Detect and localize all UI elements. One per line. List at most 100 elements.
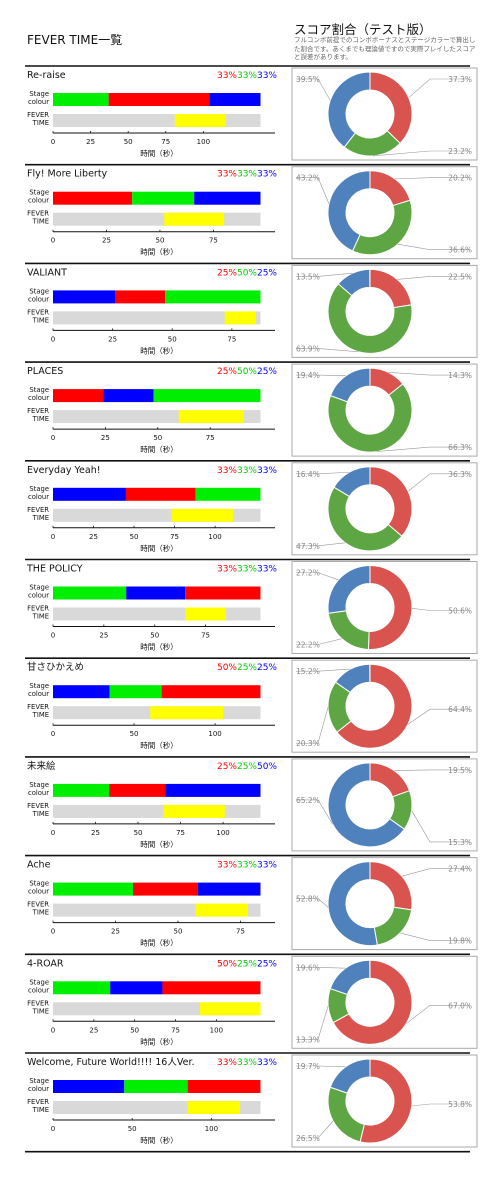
donut-label: 63.9% <box>296 344 320 353</box>
leader-line <box>407 473 470 492</box>
x-tick-label: 50 <box>130 1026 139 1034</box>
donut-label: 67.0% <box>448 1001 472 1010</box>
fever-label: FEVER <box>27 308 49 316</box>
percent-label: 25% <box>217 367 237 377</box>
fever-label: TIME <box>32 1106 49 1114</box>
x-tick-label: 75 <box>201 632 210 640</box>
fever-label: FEVER <box>27 111 49 119</box>
percent-label: 50% <box>217 959 237 969</box>
song-title: Welcome, Future World!!!! 16人Ver. <box>27 1057 195 1068</box>
fever-track <box>53 311 261 325</box>
percent-label: 33% <box>257 466 277 476</box>
fever-window <box>178 410 244 424</box>
x-tick-label: 0 <box>51 533 55 541</box>
stage-label: Stage <box>29 485 49 493</box>
x-tick-label: 0 <box>51 928 55 936</box>
stage-label: Stage <box>29 90 49 98</box>
x-tick-label: 25 <box>102 237 111 245</box>
donut-label: 64.4% <box>448 705 472 714</box>
percent-label: 25% <box>237 663 257 673</box>
x-tick-label: 75 <box>206 434 215 442</box>
leader-line <box>296 1065 346 1068</box>
stage-label: Stage <box>29 386 49 394</box>
fever-window <box>185 607 226 621</box>
stage-segment <box>109 783 166 797</box>
donut-label: 27.2% <box>296 569 320 578</box>
percent-label: 33% <box>257 1058 277 1068</box>
percent-label: 33% <box>237 1058 257 1068</box>
donut-label: 14.3% <box>448 371 472 380</box>
leader-line <box>296 572 339 581</box>
stage-label: colour <box>28 98 49 106</box>
x-tick-label: 75 <box>236 928 245 936</box>
percent-label: 50% <box>237 367 257 377</box>
x-tick-label: 0 <box>51 730 55 738</box>
fever-track <box>53 804 261 818</box>
donut-label: 37.3% <box>448 75 472 84</box>
leader-line <box>296 898 329 908</box>
donut-label: 22.2% <box>296 641 320 650</box>
x-tick-label: 25 <box>101 434 110 442</box>
x-tick-label: 50 <box>168 335 177 343</box>
fever-window <box>187 1101 240 1114</box>
leader-line <box>296 1120 334 1139</box>
song-title: THE POLICY <box>26 564 83 575</box>
percent-label: 33% <box>257 170 277 180</box>
stage-label: colour <box>28 690 49 698</box>
song-title: VALIANT <box>27 267 67 278</box>
percent-label: 25% <box>217 268 237 278</box>
x-tick-label: 25 <box>86 138 95 146</box>
donut-label: 47.3% <box>296 542 320 551</box>
stage-segment <box>53 389 104 403</box>
donut-slice <box>329 367 371 403</box>
x-tick-label: 100 <box>216 829 229 837</box>
stage-label: colour <box>28 986 49 994</box>
donut-slice <box>367 564 413 650</box>
donut-label: 43.2% <box>296 174 320 183</box>
percent-label: 25% <box>257 663 277 673</box>
stage-segment <box>115 290 166 304</box>
donut-label: 20.3% <box>296 739 320 748</box>
stage-label: Stage <box>29 584 49 592</box>
leader-line <box>296 177 330 204</box>
x-tick-label: 0 <box>51 1125 55 1133</box>
x-tick-label: 50 <box>153 434 162 442</box>
x-tick-label: 50 <box>124 138 133 146</box>
x-tick-label: 100 <box>208 730 221 738</box>
donut-label: 19.6% <box>296 963 320 972</box>
fever-label: FEVER <box>27 1098 49 1106</box>
fever-label: TIME <box>32 909 49 917</box>
fever-window <box>171 508 233 522</box>
fever-window <box>224 311 256 325</box>
fever-window <box>164 212 225 226</box>
stage-label: Stage <box>29 189 49 197</box>
fever-label: FEVER <box>27 999 49 1007</box>
fever-label: FEVER <box>27 703 49 711</box>
donut-label: 13.3% <box>296 1035 320 1044</box>
leader-line <box>296 707 329 744</box>
leader-line <box>296 1005 329 1040</box>
donut-label: 13.5% <box>296 272 320 281</box>
song-block: Welcome, Future World!!!! 16人Ver. 33%33%3… <box>25 1052 478 1148</box>
x-tick-label: 75 <box>161 138 170 146</box>
stage-label: Stage <box>29 287 49 295</box>
donut-label: 27.4% <box>448 865 472 874</box>
x-axis-label: 時間（秒） <box>140 345 178 355</box>
stage-segment <box>197 882 261 896</box>
stage-segment <box>108 93 210 106</box>
fever-label: TIME <box>32 316 49 324</box>
leader-line <box>411 1103 470 1107</box>
leader-line <box>401 868 470 877</box>
donut-slice <box>329 1058 371 1094</box>
leader-line <box>397 243 470 250</box>
leader-line <box>411 810 470 843</box>
x-tick-label: 25 <box>89 533 98 541</box>
donut-label: 39.5% <box>296 75 320 84</box>
percent-label: 25% <box>257 367 277 377</box>
